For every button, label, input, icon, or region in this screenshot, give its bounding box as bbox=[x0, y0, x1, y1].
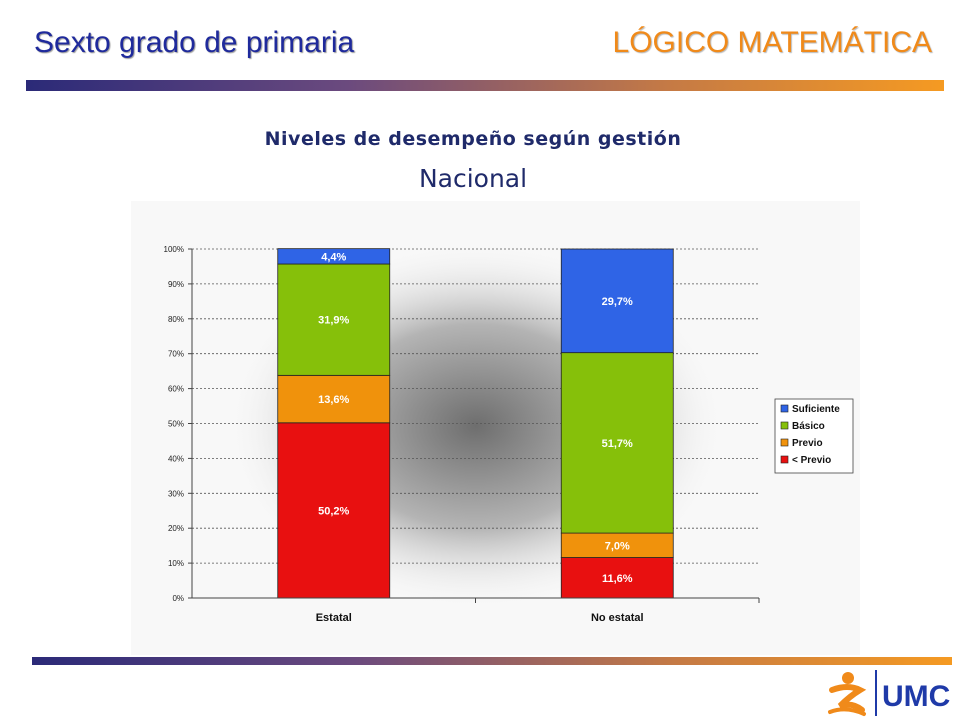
legend-swatch bbox=[780, 404, 789, 413]
bar-data-label: 13,6% bbox=[318, 394, 349, 406]
bar-segment bbox=[277, 422, 391, 599]
y-tick-label: 60% bbox=[168, 385, 184, 394]
legend-swatch bbox=[780, 438, 789, 447]
umc-logo: UMC bbox=[828, 670, 950, 716]
bar-data-label: 51,7% bbox=[602, 438, 633, 450]
y-tick-label: 30% bbox=[168, 489, 184, 498]
legend-swatch bbox=[780, 421, 789, 430]
bar-data-label: 31,9% bbox=[318, 315, 349, 327]
bar-segment bbox=[277, 263, 391, 376]
chart-title: Niveles de desempeño según gestión bbox=[264, 128, 682, 150]
legend-label: Básico bbox=[792, 421, 825, 432]
bar-segment bbox=[560, 532, 674, 558]
y-tick-label: 70% bbox=[168, 350, 184, 359]
bar-segment bbox=[560, 352, 674, 534]
stacked-bar-chart: 50,2% 13,6% 31,9% 4,4% 11,6% 7,0% 51,7% 29,7% 0… bbox=[164, 241, 854, 624]
y-tick-label: 90% bbox=[168, 280, 184, 289]
y-tick-label: 20% bbox=[168, 524, 184, 533]
x-category-label: No estatal bbox=[591, 612, 644, 624]
page-title: Sexto grado de primaria bbox=[34, 26, 355, 59]
bar-data-label: 4,4% bbox=[321, 251, 346, 263]
bottom-divider bbox=[32, 657, 952, 665]
y-tick-label: 50% bbox=[168, 420, 184, 429]
subject-title: LÓGICO MATEMÁTICA bbox=[612, 26, 932, 59]
legend-swatch bbox=[780, 455, 789, 464]
bar-segment bbox=[277, 248, 391, 265]
bar-data-label: 11,6% bbox=[602, 573, 633, 585]
top-divider bbox=[26, 80, 944, 91]
y-tick-label: 40% bbox=[168, 454, 184, 463]
chart-subtitle: Nacional bbox=[418, 164, 528, 193]
bar-data-label: 29,7% bbox=[602, 296, 633, 308]
bar-data-label: 50,2% bbox=[318, 505, 349, 517]
y-tick-label: 0% bbox=[172, 594, 184, 603]
x-category-label: Estatal bbox=[316, 612, 352, 624]
logo-text: UMC bbox=[882, 680, 950, 713]
y-tick-label: 80% bbox=[168, 315, 184, 324]
legend-label: Previo bbox=[792, 438, 823, 449]
y-tick-label: 100% bbox=[164, 245, 184, 254]
bar-segment bbox=[560, 557, 674, 599]
bar-segment bbox=[560, 248, 674, 354]
chart-area: 50,2% 13,6% 31,9% 4,4% 11,6% 7,0% 51,7% 29,7% 0… bbox=[131, 201, 860, 655]
y-tick-label: 10% bbox=[168, 559, 184, 568]
bar-data-label: 7,0% bbox=[605, 540, 630, 552]
legend-label: Suficiente bbox=[792, 404, 840, 415]
legend-label: < Previo bbox=[792, 455, 831, 466]
